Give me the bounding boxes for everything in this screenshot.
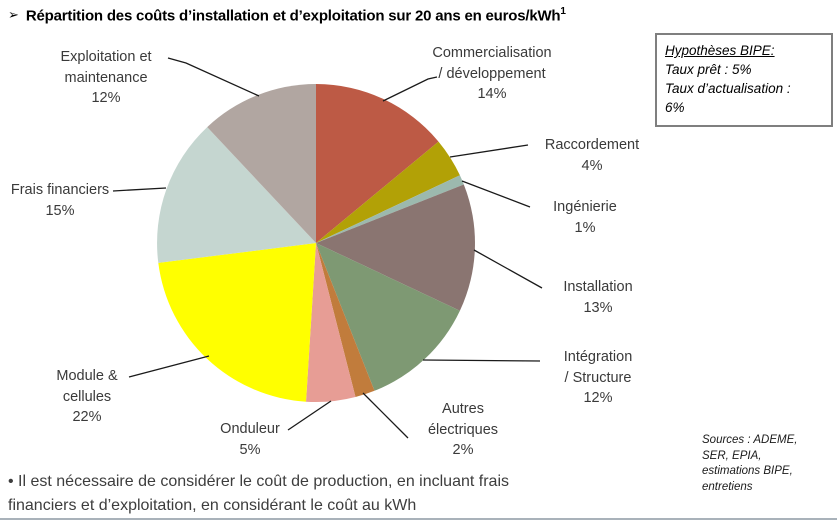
footer-divider	[0, 518, 837, 520]
leader-line	[473, 249, 543, 289]
pie-slice-integration	[316, 243, 460, 391]
page-title-superscript: 1	[560, 6, 566, 17]
pie-label-installation: Installation 13%	[498, 277, 698, 318]
bullet-note: • Il est nécessaire de considérer le coû…	[8, 473, 509, 514]
pie-label-text: Raccordement	[544, 137, 640, 153]
leader-line	[449, 144, 529, 158]
pie-label-percent: 2%	[452, 442, 474, 458]
hypotheses-box: Hypothèses BIPE: Taux prêt : 5% Taux d’a…	[655, 33, 833, 127]
pie-slice-ingenierie	[316, 175, 464, 243]
pie-label-percent: 5%	[239, 441, 261, 458]
pie-label-ingenierie: Ingénierie 1%	[485, 197, 685, 238]
pie-slice-exploitation	[207, 84, 316, 243]
pie-label-text: Onduleur	[220, 421, 280, 437]
hypotheses-title: Hypothèses BIPE:	[665, 43, 775, 58]
leader-line	[112, 187, 167, 192]
pie-label-text: Commercialisation / développement	[432, 45, 552, 82]
leader-line	[362, 392, 409, 439]
pie-slice-onduleur	[306, 243, 356, 403]
pie-label-exploitation-maintenance: Exploitation et maintenance 12%	[26, 47, 186, 109]
pie-label-onduleur: Onduleur 5%	[150, 419, 350, 460]
page-title-text: Répartition des coûts d’installation et …	[25, 7, 561, 25]
pie-label-percent: 13%	[583, 299, 613, 316]
pie-label-percent: 4%	[581, 157, 603, 174]
pie-label-text: Ingénierie	[553, 199, 617, 215]
pie-label-text: Frais financiers	[10, 182, 110, 198]
pie-label-percent: 22%	[72, 409, 102, 425]
leader-line	[461, 180, 531, 208]
pie-label-module-cellules: Module & cellules 22%	[7, 366, 167, 428]
page-title: ➢ Répartition des coûts d’installation et…	[8, 6, 828, 25]
pie-slice-module-cellules	[158, 243, 316, 402]
pie-label-text: Intégration / Structure	[563, 349, 633, 386]
leader-line	[128, 355, 210, 378]
pie-label-commercialisation: Commercialisation / développement 14%	[392, 43, 592, 105]
pie-label-text: Exploitation et maintenance	[60, 49, 152, 86]
pie-label-integration-structure: Intégration / Structure 12%	[498, 347, 698, 409]
pie-slice-frais-financiers	[157, 127, 316, 263]
pie-slice-commercialisation	[316, 84, 439, 243]
pie-slice-installation	[316, 184, 475, 311]
hypotheses-lines: Taux prêt : 5% Taux d’actualisation : 6%	[665, 62, 791, 115]
pie-label-text: Module & cellules	[56, 368, 118, 405]
pie-label-text: Installation	[563, 279, 633, 295]
sources-note: Sources : ADEME, SER, EPIA, estimations …	[702, 434, 798, 493]
pie-label-percent: 12%	[91, 90, 121, 106]
leader-line	[422, 359, 541, 362]
pie-slice-autres-electriques	[316, 243, 375, 397]
pie-label-percent: 15%	[45, 202, 75, 219]
pie-label-autres-electriques: Autres électriques 2%	[363, 399, 563, 461]
arrow-bullet-icon: ➢	[8, 7, 19, 23]
pie-slice-raccordement	[316, 141, 460, 243]
pie-label-percent: 14%	[477, 86, 507, 102]
leader-line	[287, 400, 332, 431]
pie-label-text: Autres électriques	[427, 401, 499, 438]
leader-line	[382, 76, 438, 102]
pie-label-raccordement: Raccordement 4%	[492, 135, 692, 176]
leader-line	[167, 57, 260, 97]
pie-label-percent: 12%	[583, 390, 613, 406]
pie-label-frais-financiers: Frais financiers 15%	[0, 180, 120, 221]
pie-label-percent: 1%	[574, 219, 596, 236]
